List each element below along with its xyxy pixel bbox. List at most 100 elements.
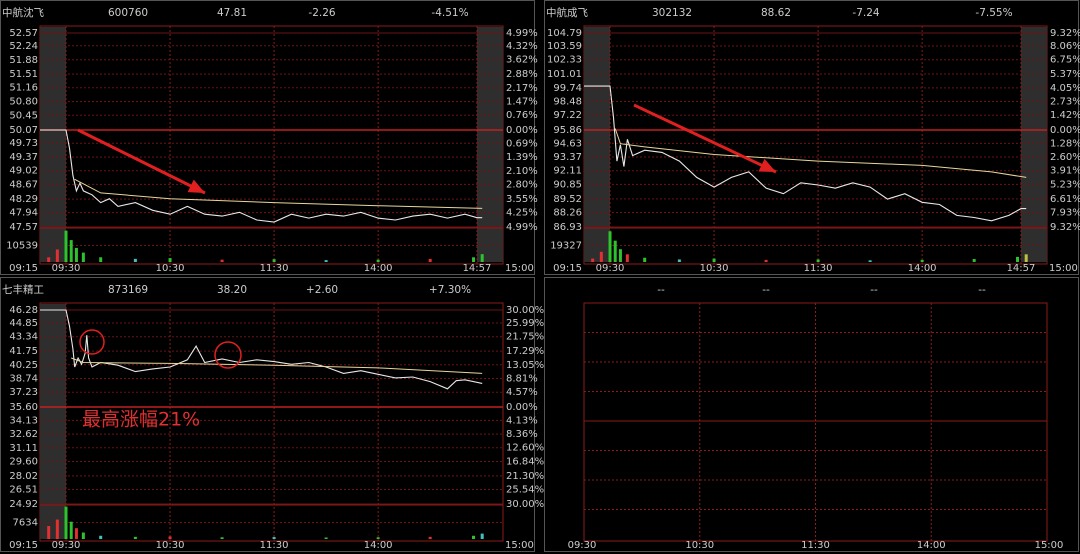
arrow-shaft bbox=[633, 103, 777, 174]
header-field: -- bbox=[657, 284, 665, 296]
y-tick-label: 49.02 bbox=[9, 166, 38, 177]
volume-bar bbox=[591, 258, 595, 262]
y2-tick-label: 4.99% bbox=[506, 28, 538, 39]
y2-tick-label: 12.60% bbox=[506, 443, 544, 454]
arrow-head bbox=[187, 179, 205, 193]
y2-tick-label: 21.75% bbox=[506, 332, 544, 343]
y-tick-label: 97.22 bbox=[553, 110, 582, 121]
y-tick-label: 49.73 bbox=[9, 138, 38, 149]
y2-tick-label: 30.00% bbox=[506, 305, 544, 316]
y-tick-label: 32.62 bbox=[9, 429, 38, 440]
y2-tick-label: 5.37% bbox=[1050, 69, 1080, 80]
header-field: 47.81 bbox=[217, 7, 247, 19]
y-tick-label: 51.88 bbox=[9, 55, 38, 66]
volume-bar bbox=[69, 521, 73, 539]
y2-tick-label: 0.76% bbox=[506, 110, 538, 121]
x-tick-label: 15:00 bbox=[1035, 540, 1064, 551]
panel-frame bbox=[0, 0, 535, 275]
header-field: 中航成飞 bbox=[546, 6, 588, 19]
highlight-circle bbox=[214, 341, 242, 369]
y2-tick-label: 0.00% bbox=[1050, 125, 1080, 136]
average-line bbox=[71, 357, 483, 374]
y-tick-label: 50.80 bbox=[9, 97, 38, 108]
y-tick-label: 86.93 bbox=[553, 222, 582, 233]
y-tick-label: 94.63 bbox=[553, 138, 582, 149]
y-tick-label: 37.23 bbox=[9, 387, 38, 398]
y2-tick-label: 0.00% bbox=[506, 402, 538, 413]
volume-bar bbox=[643, 257, 647, 262]
volume-bar bbox=[972, 259, 976, 262]
header-field: 873169 bbox=[108, 284, 148, 296]
y2-tick-label: 6.75% bbox=[1050, 55, 1080, 66]
header-field: 600760 bbox=[108, 7, 148, 19]
price-line bbox=[40, 309, 483, 390]
y2-tick-label: 9.32% bbox=[1050, 28, 1080, 39]
y-tick-label: 29.60 bbox=[9, 456, 38, 467]
y2-tick-label: 7.93% bbox=[1050, 208, 1080, 219]
volume-bar bbox=[480, 533, 484, 539]
overlay bbox=[77, 103, 777, 369]
x-tick-label: 11:30 bbox=[804, 263, 833, 274]
volume-bar bbox=[428, 258, 432, 262]
y-tick-label: 40.25 bbox=[9, 360, 38, 371]
volume-bar bbox=[712, 258, 716, 262]
volume-bar bbox=[99, 535, 103, 539]
y2-tick-label: 8.36% bbox=[506, 429, 538, 440]
average-line bbox=[614, 128, 1027, 178]
x-tick-label: 11:30 bbox=[260, 263, 289, 274]
header-field: -2.26 bbox=[308, 7, 335, 19]
header-field: 302132 bbox=[652, 7, 692, 19]
panel: -- -- -- -- 09:30 10:30 11:30 14:00 15:00 bbox=[544, 277, 1079, 552]
y-tick-label: 90.85 bbox=[553, 179, 582, 190]
x-tick-label: 14:57 bbox=[1007, 263, 1036, 274]
x-tick-label: 11:30 bbox=[260, 540, 289, 551]
x-tick-label: 09:30 bbox=[596, 263, 625, 274]
header-field: +2.60 bbox=[306, 284, 338, 296]
volume-bar bbox=[1016, 256, 1020, 262]
panel-frame bbox=[0, 277, 535, 552]
y2-tick-label: 4.57% bbox=[506, 387, 538, 398]
average-line bbox=[74, 178, 483, 209]
y2-tick-label: 5.23% bbox=[1050, 179, 1080, 190]
arrow-shaft bbox=[77, 128, 206, 195]
x-tick-label: 09:15 bbox=[9, 540, 38, 551]
volume-tick-label: 19327 bbox=[550, 241, 582, 252]
y-tick-label: 104.79 bbox=[547, 28, 582, 39]
volume-bar bbox=[428, 536, 432, 539]
volume-bar bbox=[74, 528, 78, 539]
x-tick-label: 14:00 bbox=[917, 540, 946, 551]
header-field: -- bbox=[762, 284, 770, 296]
volume-bar bbox=[376, 537, 380, 539]
header-field: 38.20 bbox=[217, 284, 247, 296]
y2-tick-label: 4.99% bbox=[506, 222, 538, 233]
x-tick-label: 14:57 bbox=[463, 263, 492, 274]
y2-tick-label: 2.88% bbox=[506, 69, 538, 80]
y2-tick-label: 2.60% bbox=[1050, 152, 1080, 163]
y2-tick-label: 4.25% bbox=[506, 208, 538, 219]
volume-bar bbox=[133, 536, 137, 539]
y2-tick-label: 1.28% bbox=[1050, 138, 1080, 149]
header-field: -- bbox=[870, 284, 878, 296]
y2-tick-label: 3.91% bbox=[1050, 166, 1080, 177]
volume-bar bbox=[272, 537, 276, 539]
y2-tick-label: 8.06% bbox=[1050, 41, 1080, 52]
header-field: +7.30% bbox=[429, 284, 471, 296]
y2-tick-label: 2.17% bbox=[506, 83, 538, 94]
y-tick-label: 89.52 bbox=[553, 194, 582, 205]
price-line bbox=[584, 85, 1027, 222]
y-tick-label: 24.92 bbox=[9, 499, 38, 510]
y-tick-label: 92.11 bbox=[553, 166, 582, 177]
highlight-circle bbox=[79, 329, 105, 355]
volume-bar bbox=[168, 258, 172, 262]
volume-bar bbox=[618, 249, 622, 262]
volume-bar bbox=[764, 259, 768, 262]
volume-bar bbox=[868, 260, 872, 262]
y2-tick-label: 25.99% bbox=[506, 318, 544, 329]
volume-bar bbox=[99, 257, 103, 262]
volume-tick-label: 10539 bbox=[6, 241, 38, 252]
volume-bar bbox=[677, 259, 681, 262]
volume-bar bbox=[220, 259, 224, 262]
y-tick-label: 51.51 bbox=[9, 69, 38, 80]
volume-bar bbox=[220, 537, 224, 539]
x-tick-label: 10:30 bbox=[685, 540, 714, 551]
